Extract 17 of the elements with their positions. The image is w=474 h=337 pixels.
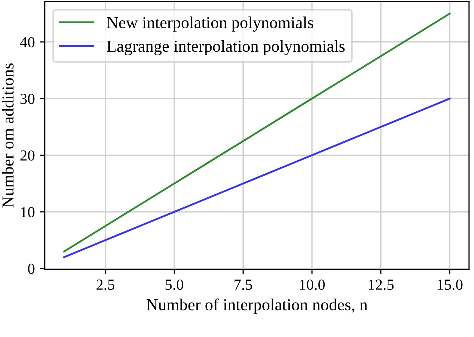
x-tick-label: 7.5 xyxy=(234,280,252,290)
x-axis-title: Number of interpolation nodes, n xyxy=(146,298,368,314)
y-axis-title: Number om additions xyxy=(2,64,14,208)
y-tick-label: 30 xyxy=(20,94,35,104)
x-tick-label: 10.0 xyxy=(300,280,326,290)
x-tick-label: 5.0 xyxy=(166,280,184,290)
x-tick-label: 12.5 xyxy=(369,280,394,290)
line-series xyxy=(63,98,451,258)
y-tick-label: 20 xyxy=(20,150,35,161)
line-series xyxy=(63,12,451,253)
legend-label: Lagrange interpolation polynomials xyxy=(107,40,345,56)
legend-label: New interpolation polynomials xyxy=(107,16,314,32)
y-tick-label: 40 xyxy=(20,37,35,48)
y-tick-label: 0 xyxy=(28,264,35,274)
y-tick-label: 10 xyxy=(21,207,35,218)
x-tick-label: 2.5 xyxy=(96,280,115,290)
x-tick-label: 15.0 xyxy=(438,280,463,290)
